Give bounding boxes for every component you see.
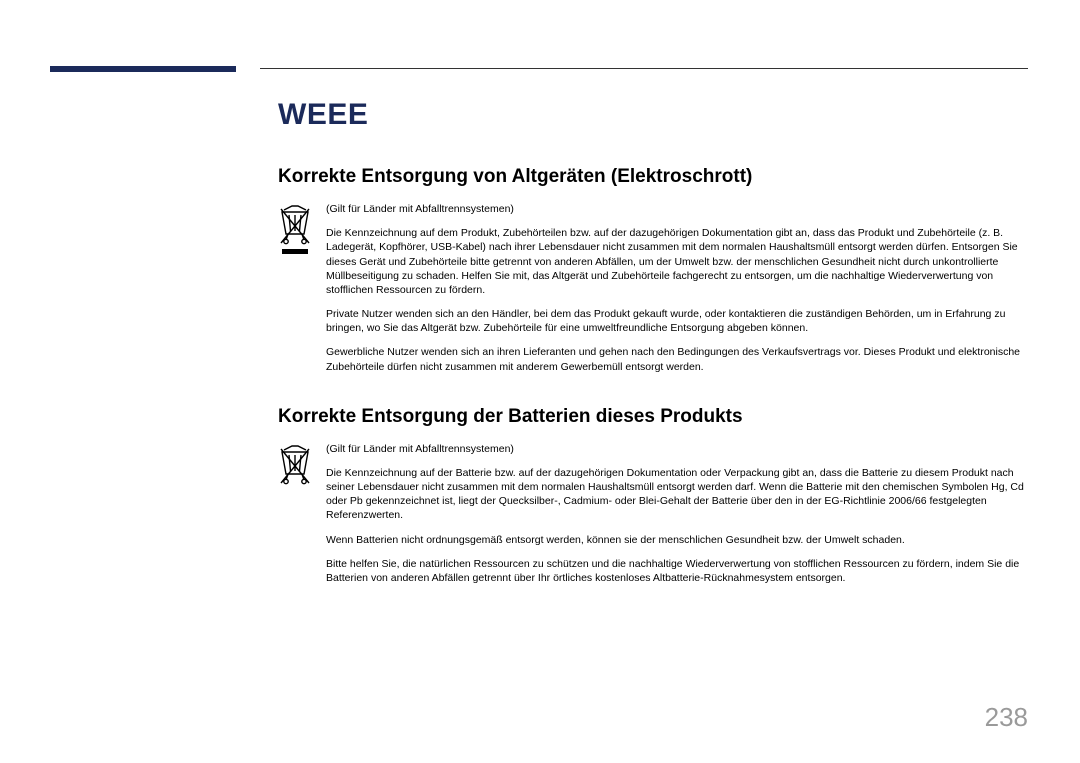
section-2-text: (Gilt für Länder mit Abfalltrennsystemen… [326,442,1030,595]
section-1-text: (Gilt für Länder mit Abfalltrennsystemen… [326,202,1030,384]
header-accent-bar [50,66,236,72]
section-heading-1: Korrekte Entsorgung von Altgeräten (Elek… [278,166,1030,188]
body-text: (Gilt für Länder mit Abfalltrennsystemen… [326,202,1030,216]
page-title: WEEE [278,98,1030,132]
weee-bin-icon [278,442,326,595]
body-text: Die Kennzeichnung auf der Batterie bzw. … [326,466,1030,523]
weee-bin-bar-icon [278,202,326,384]
section-2: (Gilt für Länder mit Abfalltrennsystemen… [278,442,1030,595]
page: WEEE Korrekte Entsorgung von Altgeräten … [0,0,1080,763]
body-text: Gewerbliche Nutzer wenden sich an ihren … [326,345,1030,373]
section-1: (Gilt für Länder mit Abfalltrennsystemen… [278,202,1030,384]
section-heading-2: Korrekte Entsorgung der Batterien dieses… [278,406,1030,428]
body-text: (Gilt für Länder mit Abfalltrennsystemen… [326,442,1030,456]
body-text: Private Nutzer wenden sich an den Händle… [326,307,1030,335]
page-number: 238 [985,702,1028,733]
body-text: Wenn Batterien nicht ordnungsgemäß entso… [326,533,1030,547]
header-rule [260,68,1028,69]
content-area: WEEE Korrekte Entsorgung von Altgeräten … [278,98,1030,617]
body-text: Bitte helfen Sie, die natürlichen Ressou… [326,557,1030,585]
body-text: Die Kennzeichnung auf dem Produkt, Zubeh… [326,226,1030,297]
